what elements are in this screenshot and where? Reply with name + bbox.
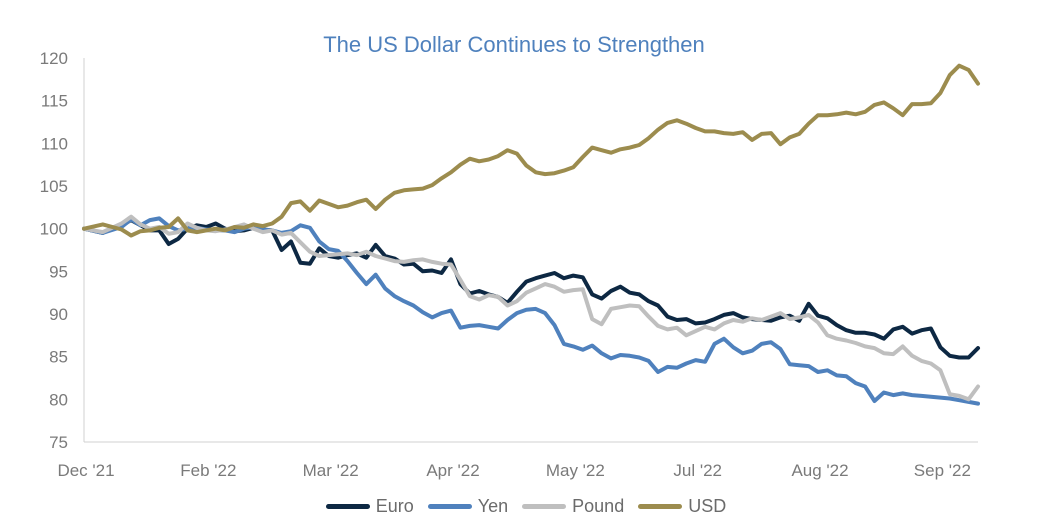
legend-swatch [522,504,567,509]
x-tick-label: Jul '22 [673,461,722,480]
legend-swatch [427,504,472,509]
series-line-usd [82,63,980,238]
legend-label: Yen [477,496,509,516]
x-tick-label: Dec '21 [57,461,114,480]
y-tick-label: 105 [40,177,68,196]
y-tick-label: 110 [41,134,68,153]
y-tick-label: 85 [49,348,68,367]
series-line-yen [82,216,980,406]
legend-swatch [638,504,683,509]
x-tick-label: Sep '22 [914,461,971,480]
x-tick-label: May '22 [546,461,605,480]
chart-title: The US Dollar Continues to Strengthen [323,32,705,57]
legend-item-euro: Euro [325,496,414,517]
x-tick-label: Aug '22 [791,461,848,480]
y-tick-label: 120 [40,49,68,68]
legend-label: USD [688,496,727,516]
legend: Euro Yen Pound USD [0,496,1052,517]
y-tick-label: 75 [49,433,68,452]
x-tick-label: Apr '22 [426,461,479,480]
legend-item-yen: Yen [427,496,509,517]
legend-item-pound: Pound [522,496,624,517]
legend-label: Euro [375,496,414,516]
y-tick-label: 115 [41,92,68,111]
legend-label: Pound [572,496,625,516]
legend-swatch [325,504,370,509]
legend-item-usd: USD [638,496,726,517]
y-tick-label: 95 [49,262,68,281]
y-tick-label: 80 [49,390,68,409]
x-tick-label: Mar '22 [303,461,359,480]
x-tick-label: Feb '22 [180,461,236,480]
y-tick-label: 100 [40,220,68,239]
y-tick-label: 90 [49,305,68,324]
